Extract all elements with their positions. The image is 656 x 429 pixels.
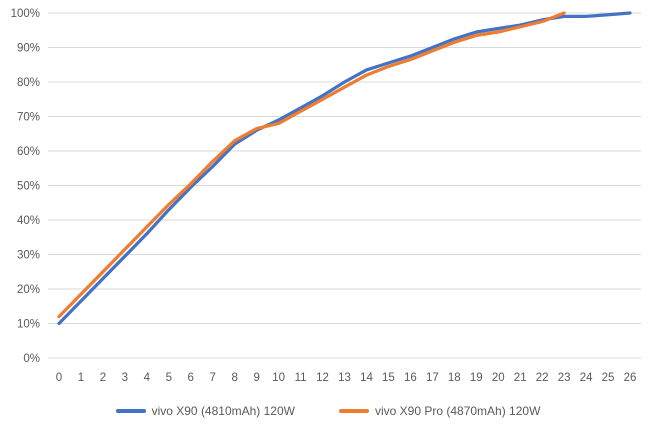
y-tick-label: 0% bbox=[23, 353, 40, 365]
x-tick-label: 12 bbox=[316, 372, 329, 384]
legend-label-vivo-x90: vivo X90 (4810mAh) 120W bbox=[151, 403, 295, 418]
chart-plot-area: 0%10%20%30%40%50%60%70%80%90%100%0 1 2 3 4 5 6… bbox=[11, 8, 641, 384]
x-tick-label: 6 bbox=[188, 372, 194, 384]
x-tick-label: 8 bbox=[231, 372, 237, 384]
y-tick-label: 50% bbox=[17, 181, 40, 193]
x-tick-label: 20 bbox=[492, 372, 505, 384]
x-tick-label: 15 bbox=[382, 372, 395, 384]
series-line-1 bbox=[57, 11, 566, 319]
x-tick-label: 5 bbox=[166, 372, 172, 384]
y-tick-label: 40% bbox=[17, 215, 40, 227]
x-tick-label: 13 bbox=[338, 372, 351, 384]
x-tick-label: 1 bbox=[78, 372, 84, 384]
y-tick-label: 100% bbox=[11, 8, 40, 20]
legend-item-vivo-x90-pro: vivo X90 Pro (4870mAh) 120W bbox=[338, 403, 541, 418]
y-tick-label: 90% bbox=[17, 43, 40, 55]
x-tick-label: 3 bbox=[122, 372, 128, 384]
series-line-0 bbox=[57, 11, 632, 326]
y-tick-label: 70% bbox=[17, 112, 40, 124]
x-tick-label: 18 bbox=[448, 372, 461, 384]
y-tick-label: 30% bbox=[17, 250, 40, 262]
x-tick-label: 4 bbox=[144, 372, 151, 384]
x-tick-label: 10 bbox=[272, 372, 285, 384]
x-tick-label: 14 bbox=[360, 372, 373, 384]
x-tick-label: 16 bbox=[404, 372, 417, 384]
x-tick-label: 0 bbox=[56, 372, 62, 384]
chart-legend: vivo X90 (4810mAh) 120W vivo X90 Pro (48… bbox=[0, 392, 656, 429]
y-tick-label: 10% bbox=[17, 319, 40, 331]
x-tick-label: 7 bbox=[210, 372, 216, 384]
x-tick-label: 21 bbox=[514, 372, 527, 384]
x-tick-label: 9 bbox=[253, 372, 259, 384]
legend-line-swatch-blue bbox=[115, 408, 146, 413]
legend-item-vivo-x90: vivo X90 (4810mAh) 120W bbox=[115, 403, 295, 418]
x-tick-label: 17 bbox=[426, 372, 439, 384]
x-tick-label: 11 bbox=[295, 372, 307, 384]
legend-label-vivo-x90-pro: vivo X90 Pro (4870mAh) 120W bbox=[374, 403, 541, 418]
x-tick-label: 22 bbox=[536, 372, 549, 384]
x-tick-label: 26 bbox=[624, 372, 637, 384]
y-tick-label: 20% bbox=[17, 284, 40, 296]
x-tick-label: 19 bbox=[470, 372, 483, 384]
x-tick-label: 2 bbox=[100, 372, 106, 384]
legend-line-swatch-orange bbox=[338, 408, 369, 413]
x-tick-label: 24 bbox=[580, 372, 593, 384]
y-tick-label: 80% bbox=[17, 77, 40, 89]
x-tick-label: 23 bbox=[558, 372, 571, 384]
y-tick-label: 60% bbox=[17, 146, 40, 158]
x-tick-label: 25 bbox=[602, 372, 615, 384]
